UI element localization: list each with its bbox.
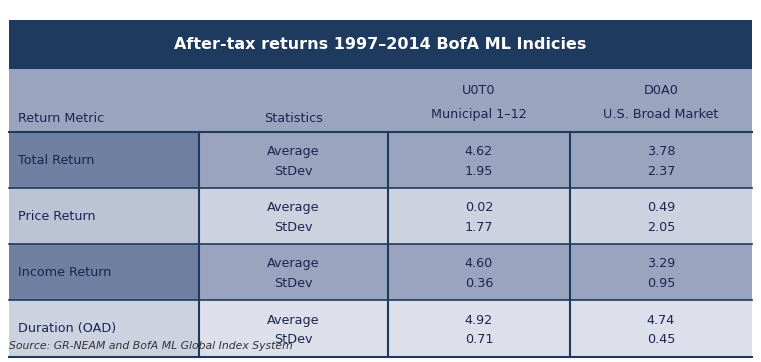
Text: After-tax returns 1997–2014 BofA ML Indicies: After-tax returns 1997–2014 BofA ML Indi… [174, 37, 587, 52]
Text: 2.37: 2.37 [647, 165, 675, 178]
Text: 0.49: 0.49 [647, 201, 675, 214]
Text: Municipal 1–12: Municipal 1–12 [431, 108, 527, 121]
Text: Income Return: Income Return [18, 266, 112, 279]
Text: Duration (OAD): Duration (OAD) [18, 322, 116, 335]
Text: 0.45: 0.45 [647, 333, 675, 346]
Text: StDev: StDev [274, 333, 313, 346]
Bar [570, 300, 752, 357]
Text: D0A0: D0A0 [644, 84, 678, 97]
Text: Average: Average [267, 201, 320, 214]
Text: Source: GR-NEAM and BofA ML Global Index System: Source: GR-NEAM and BofA ML Global Index… [9, 341, 293, 351]
Text: 3.78: 3.78 [647, 145, 675, 158]
Text: U0T0: U0T0 [462, 84, 495, 97]
Bar [570, 69, 752, 132]
Bar [388, 300, 570, 357]
Bar [199, 244, 388, 300]
Bar [9, 69, 199, 132]
Text: 0.36: 0.36 [465, 277, 493, 290]
Text: 2.05: 2.05 [647, 221, 675, 234]
Bar [9, 20, 752, 69]
Text: 0.95: 0.95 [647, 277, 675, 290]
Text: 1.95: 1.95 [465, 165, 493, 178]
Bar [9, 188, 199, 244]
Text: Average: Average [267, 257, 320, 270]
Text: 4.60: 4.60 [465, 257, 493, 270]
Bar [199, 69, 388, 132]
Text: Return Metric: Return Metric [18, 112, 104, 125]
Bar [199, 188, 388, 244]
Bar [388, 132, 570, 188]
Text: StDev: StDev [274, 165, 313, 178]
Bar [388, 69, 570, 132]
Bar [199, 132, 388, 188]
Text: Average: Average [267, 145, 320, 158]
Text: Average: Average [267, 313, 320, 327]
Text: 0.71: 0.71 [465, 333, 493, 346]
Bar [9, 132, 199, 188]
Bar [570, 244, 752, 300]
Bar [9, 244, 199, 300]
Text: 3.29: 3.29 [647, 257, 675, 270]
Bar [388, 244, 570, 300]
Text: Statistics: Statistics [264, 112, 323, 125]
Bar [570, 188, 752, 244]
Text: StDev: StDev [274, 221, 313, 234]
Text: 0.02: 0.02 [465, 201, 493, 214]
Text: 4.74: 4.74 [647, 313, 675, 327]
Text: 4.92: 4.92 [465, 313, 493, 327]
Bar [570, 132, 752, 188]
Bar [199, 300, 388, 357]
Bar [9, 300, 199, 357]
Bar [388, 188, 570, 244]
Text: U.S. Broad Market: U.S. Broad Market [603, 108, 718, 121]
Text: Price Return: Price Return [18, 210, 96, 223]
Text: Total Return: Total Return [18, 154, 95, 167]
Text: 1.77: 1.77 [465, 221, 493, 234]
Text: 4.62: 4.62 [465, 145, 493, 158]
Text: StDev: StDev [274, 277, 313, 290]
